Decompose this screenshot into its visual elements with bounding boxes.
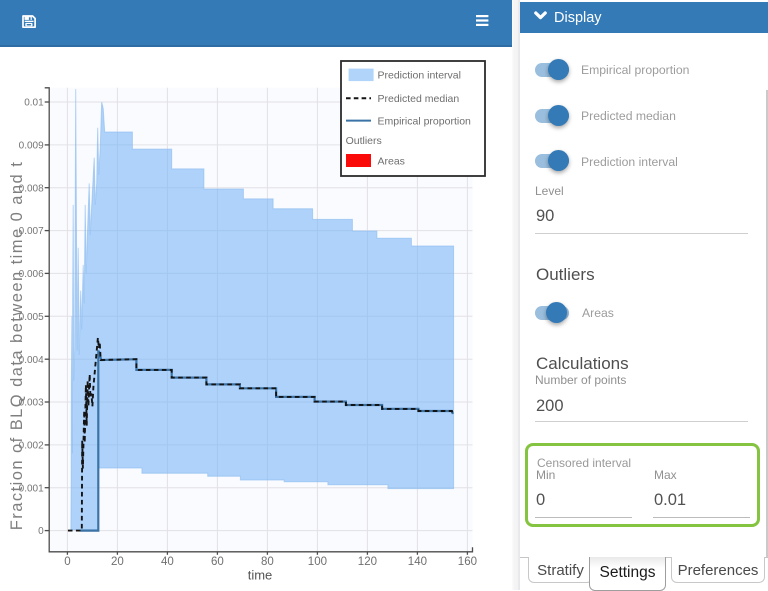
- svg-text:0.002: 0.002: [19, 441, 44, 452]
- svg-text:Predicted median: Predicted median: [378, 93, 460, 105]
- svg-text:Outliers: Outliers: [346, 135, 382, 147]
- svg-text:80: 80: [261, 556, 274, 568]
- svg-text:20: 20: [111, 556, 124, 568]
- svg-text:0.001: 0.001: [19, 483, 44, 494]
- svg-text:120: 120: [358, 556, 377, 568]
- svg-text:160: 160: [458, 556, 477, 568]
- svg-text:time: time: [248, 568, 273, 583]
- svg-text:100: 100: [308, 556, 327, 568]
- svg-text:Fraction of BLQ data between t: Fraction of BLQ data between time 0 and …: [8, 161, 26, 530]
- svg-text:0.005: 0.005: [19, 312, 44, 323]
- svg-text:Empirical proportion: Empirical proportion: [378, 115, 472, 127]
- svg-text:0.009: 0.009: [19, 141, 44, 152]
- svg-text:0.004: 0.004: [19, 355, 44, 366]
- svg-text:0: 0: [64, 556, 70, 568]
- svg-text:0.006: 0.006: [19, 269, 44, 280]
- svg-text:0.01: 0.01: [24, 98, 44, 109]
- svg-text:0: 0: [38, 526, 44, 537]
- svg-text:0.008: 0.008: [19, 183, 44, 194]
- svg-text:40: 40: [161, 556, 174, 568]
- svg-text:140: 140: [408, 556, 427, 568]
- svg-text:60: 60: [211, 556, 224, 568]
- svg-text:Prediction interval: Prediction interval: [378, 70, 461, 82]
- svg-text:0.007: 0.007: [19, 226, 44, 237]
- svg-text:Areas: Areas: [378, 156, 405, 168]
- svg-text:0.003: 0.003: [19, 398, 44, 409]
